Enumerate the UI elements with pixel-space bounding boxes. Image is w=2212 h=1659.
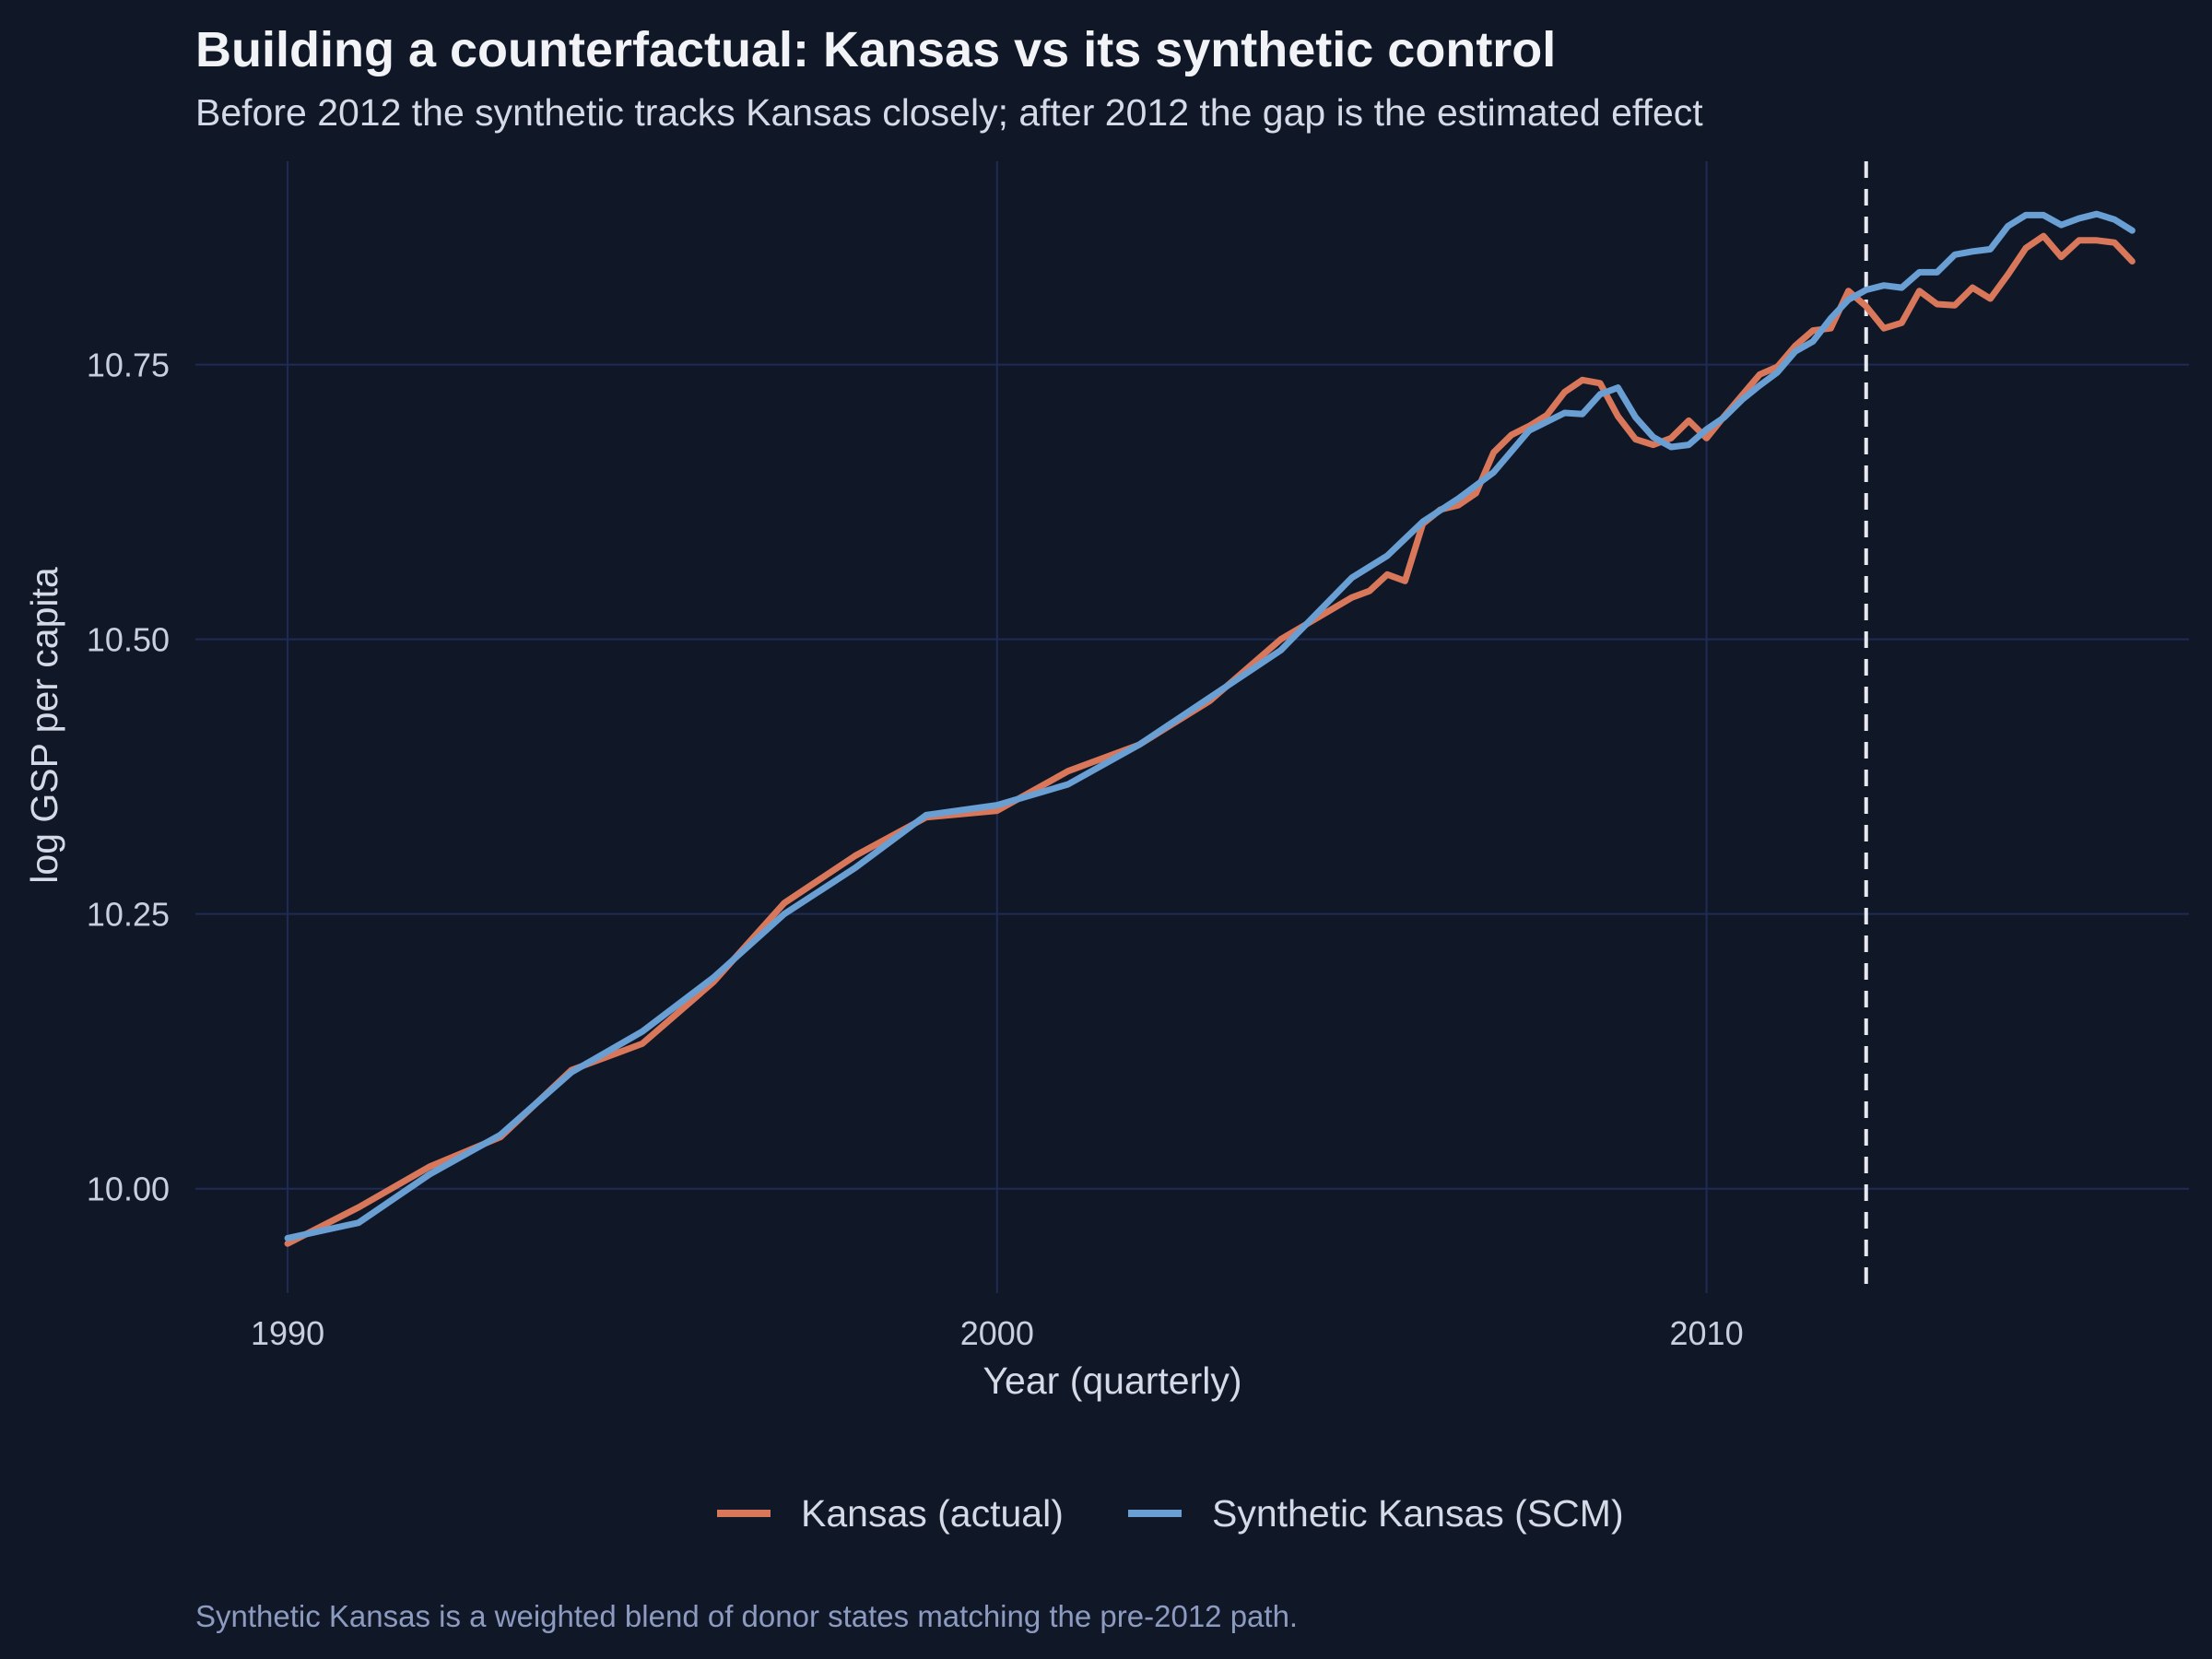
axis-ticks: 10.00 10.25 10.50 10.75 1990 2000 2010 [87, 347, 1744, 1352]
series-line-kansas [284, 232, 2136, 1247]
chart-subtitle: Before 2012 the synthetic tracks Kansas … [195, 91, 1703, 134]
y-tick-label: 10.25 [87, 896, 170, 934]
y-tick-label: 10.50 [87, 621, 170, 659]
y-tick-label: 10.00 [87, 1171, 170, 1208]
y-tick-label: 10.75 [87, 347, 170, 384]
x-tick-label: 1990 [251, 1314, 324, 1352]
legend: Kansas (actual) Synthetic Kansas (SCM) [717, 1492, 1624, 1535]
series-line-synthetic [284, 210, 2136, 1241]
legend-label-kansas: Kansas (actual) [801, 1492, 1064, 1535]
x-tick-label: 2000 [960, 1314, 1034, 1352]
x-tick-label: 2010 [1670, 1314, 1744, 1352]
chart-caption: Synthetic Kansas is a weighted blend of … [195, 1599, 1298, 1633]
chart-title: Building a counterfactual: Kansas vs its… [195, 22, 1556, 77]
grid-lines [195, 161, 2189, 1293]
x-axis-label: Year (quarterly) [982, 1359, 1241, 1402]
y-axis-label: log GSP per capita [23, 567, 65, 884]
legend-label-synthetic: Synthetic Kansas (SCM) [1212, 1492, 1624, 1535]
series-lines [284, 210, 2136, 1247]
